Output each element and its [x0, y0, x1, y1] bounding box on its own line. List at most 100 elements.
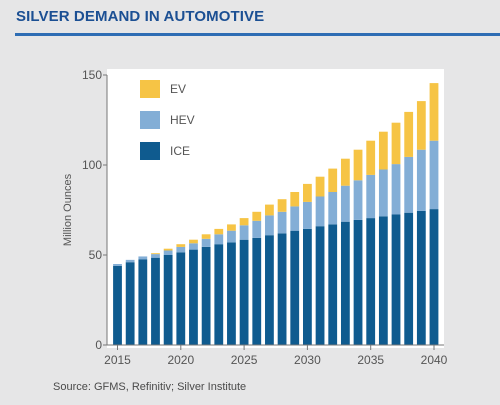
- bar-ice-2016: [125, 262, 135, 345]
- bar-ice-2027: [265, 235, 274, 345]
- bar-ice-2015: [113, 265, 122, 345]
- bar-hev-2034: [353, 180, 363, 220]
- x-tick-label: 2015: [104, 353, 131, 367]
- x-tick-label: 2020: [167, 353, 194, 367]
- bar-ev-2039: [416, 101, 426, 150]
- bar-ev-2023: [214, 228, 224, 235]
- bar-ice-2035: [366, 218, 376, 345]
- bar-ev-2022: [201, 234, 211, 239]
- bar-hev-2018: [151, 254, 160, 258]
- bar-hev-2021: [189, 243, 198, 250]
- bar-ice-2036: [378, 216, 388, 345]
- bar-ice-2034: [353, 219, 363, 345]
- legend-label-ev: EV: [170, 82, 186, 96]
- bar-ice-2032: [328, 224, 338, 345]
- bar-ice-2028: [277, 233, 287, 345]
- bar-ev-2019: [163, 248, 173, 251]
- bar-ice-2031: [315, 226, 325, 345]
- bar-ice-2017: [138, 259, 148, 345]
- bar-hev-2032: [328, 192, 338, 225]
- bar-hev-2017: [138, 256, 148, 260]
- bar-ice-2033: [340, 221, 350, 345]
- bar-ev-2036: [378, 131, 388, 170]
- bar-hev-2030: [303, 201, 312, 229]
- legend: EV HEV ICE: [140, 80, 195, 160]
- bar-ev-2032: [328, 168, 338, 192]
- bar-ev-2038: [404, 111, 414, 157]
- x-ticks: 2015 2020 2025 2030 2035 2040: [104, 345, 448, 367]
- bar-hev-2020: [176, 246, 186, 253]
- bar-hev-2016: [125, 259, 135, 263]
- bar-hev-2026: [252, 220, 262, 238]
- bar-hev-2033: [340, 185, 350, 222]
- bar-ice-2024: [227, 242, 236, 345]
- legend-swatch-hev: [140, 111, 160, 129]
- bar-ev-2031: [315, 176, 325, 197]
- bar-ev-2030: [303, 183, 312, 202]
- y-tick-label: 50: [89, 248, 103, 262]
- legend-swatch-ev: [140, 80, 160, 98]
- bar-ev-2035: [366, 140, 376, 175]
- bar-ev-2021: [189, 239, 198, 244]
- bar-ev-2027: [265, 204, 274, 216]
- source-note: Source: GFMS, Refinitiv; Silver Institut…: [53, 381, 247, 393]
- bar-ev-2033: [340, 158, 350, 186]
- bar-ice-2022: [201, 246, 211, 345]
- bar-ice-2039: [416, 210, 426, 345]
- bar-ice-2038: [404, 212, 414, 345]
- bar-ev-2028: [277, 199, 287, 212]
- bar-ice-2029: [290, 230, 300, 345]
- bar-ev-2025: [239, 218, 249, 226]
- bar-hev-2035: [366, 174, 376, 219]
- bar-group: [113, 83, 439, 345]
- bar-hev-2039: [416, 149, 426, 211]
- legend-label-hev: HEV: [170, 113, 195, 127]
- bar-ice-2037: [391, 214, 401, 345]
- bar-ev-2020: [176, 244, 186, 247]
- x-tick-label: 2025: [231, 353, 258, 367]
- bar-hev-2029: [290, 206, 300, 231]
- bar-ev-2029: [290, 192, 300, 207]
- x-tick-label: 2030: [294, 353, 321, 367]
- chart-title: SILVER DEMAND IN AUTOMOTIVE: [16, 8, 265, 25]
- bar-hev-2036: [378, 169, 388, 217]
- bar-hev-2022: [201, 238, 211, 247]
- legend-swatch-ice: [140, 142, 160, 160]
- bar-ev-2037: [391, 122, 401, 165]
- bar-hev-2023: [214, 234, 224, 245]
- y-ticks: 0 50 100 150: [82, 68, 107, 352]
- y-tick-label: 100: [82, 158, 102, 172]
- y-tick-label: 0: [95, 338, 102, 352]
- legend-label-ice: ICE: [170, 144, 190, 158]
- bar-hev-2037: [391, 164, 401, 215]
- bar-hev-2025: [239, 225, 249, 240]
- x-tick-label: 2040: [421, 353, 448, 367]
- bar-ice-2025: [239, 239, 249, 345]
- bar-hev-2019: [163, 250, 173, 255]
- bar-ev-2024: [227, 224, 236, 231]
- bar-ice-2020: [176, 252, 186, 345]
- bar-hev-2040: [429, 140, 439, 210]
- plot-area: [107, 69, 444, 348]
- bar-ev-2018: [151, 253, 160, 255]
- bar-ev-2040: [429, 83, 439, 141]
- bar-ice-2030: [303, 228, 312, 345]
- bar-hev-2027: [265, 215, 274, 236]
- bar-hev-2038: [404, 156, 414, 213]
- x-tick-label: 2035: [357, 353, 384, 367]
- bar-ice-2018: [151, 257, 160, 345]
- bar-ice-2021: [189, 249, 198, 345]
- bar-hev-2024: [227, 230, 236, 243]
- y-tick-label: 150: [82, 68, 102, 82]
- bar-hev-2031: [315, 196, 325, 227]
- bar-ev-2026: [252, 211, 262, 221]
- y-axis-label: Million Ounces: [62, 173, 74, 246]
- bar-hev-2028: [277, 211, 287, 234]
- bar-ev-2034: [353, 149, 363, 181]
- bar-ice-2023: [214, 244, 224, 345]
- bar-ice-2026: [252, 237, 262, 345]
- title-underline: [15, 33, 500, 36]
- bar-hev-2015: [113, 264, 122, 266]
- bar-ice-2040: [429, 209, 439, 345]
